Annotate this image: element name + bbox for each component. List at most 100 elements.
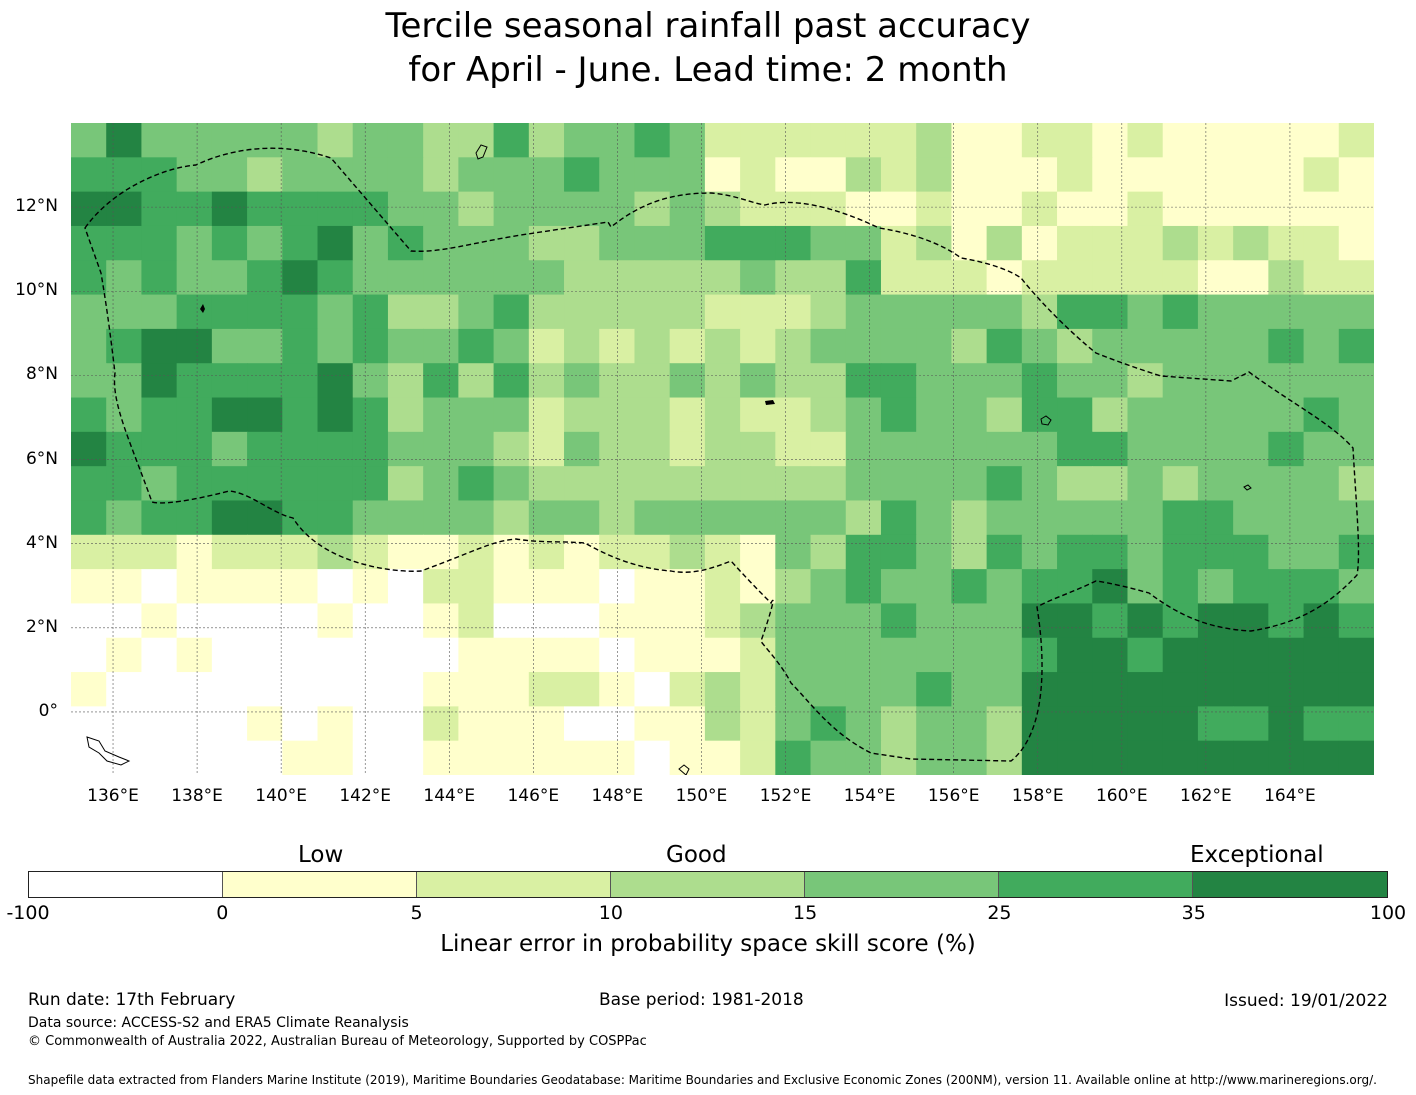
grid-cell [1233, 225, 1269, 261]
grid-cell [916, 397, 953, 433]
grid-cell [141, 603, 178, 639]
grid-cell [106, 500, 143, 536]
island-outline [1040, 415, 1052, 426]
grid-cell [1303, 157, 1340, 193]
grid-cell [423, 706, 459, 742]
grid-cell [1303, 534, 1340, 570]
grid-cell [493, 294, 530, 330]
grid-cell [458, 569, 495, 605]
grid-cell [1092, 260, 1129, 296]
grid-cell [528, 637, 565, 673]
grid-cell [880, 637, 917, 673]
grid-cell [1057, 569, 1093, 605]
grid-cell [599, 431, 636, 467]
grid-cell [599, 328, 636, 364]
grid-cell [176, 603, 213, 639]
grid-cell [845, 500, 882, 536]
latitude-tick-label: 10°N [15, 280, 58, 301]
grid-cell [1268, 328, 1305, 364]
grid-cell [1127, 431, 1164, 467]
grid-cell [704, 569, 741, 605]
colorbar-segment [999, 872, 1193, 897]
grid-cell [176, 431, 213, 467]
grid-cell [669, 294, 706, 330]
grid-cell [1268, 500, 1305, 536]
grid-cell [916, 466, 953, 502]
grid-cell [282, 534, 319, 570]
longitude-tick-label: 146°E [507, 786, 560, 806]
grid-cell [528, 294, 565, 330]
grid-cell [951, 260, 988, 296]
grid-cell [775, 500, 812, 536]
grid-cell [211, 363, 248, 399]
grid-cell [775, 466, 812, 502]
grid-cell [1197, 569, 1234, 605]
grid-cell [1021, 534, 1058, 570]
grid-cell [458, 397, 495, 433]
grid-cell [704, 706, 741, 742]
grid-cell [1338, 637, 1374, 673]
grid-cell [1233, 328, 1269, 364]
grid-cell [740, 740, 776, 775]
grid-cell [775, 191, 812, 227]
grid-cell [1092, 123, 1129, 158]
grid-cell [775, 328, 812, 364]
grid-cell [141, 191, 178, 227]
grid-cell [916, 569, 953, 605]
grid-cell [1057, 740, 1093, 775]
grid-cell [810, 260, 847, 296]
grid-cell [282, 740, 319, 775]
graticule [71, 123, 1374, 775]
grid-cell [1162, 500, 1199, 536]
grid-cell [1268, 706, 1305, 742]
grid-cell [1303, 500, 1340, 536]
grid-cell [1338, 294, 1374, 330]
grid-cell [387, 294, 424, 330]
grid-cell [493, 260, 530, 296]
grid-cell [528, 466, 565, 502]
grid-cell [1233, 397, 1269, 433]
colorbar-segment [1193, 872, 1387, 897]
grid-cell [247, 500, 283, 536]
grid-cell [247, 534, 283, 570]
grid-cell [423, 569, 459, 605]
grid-cell [528, 431, 565, 467]
grid-cell [951, 157, 988, 193]
grid-cell [176, 672, 213, 707]
grid-cell [106, 123, 143, 158]
grid-cell [1057, 123, 1093, 158]
grid-cell [740, 328, 776, 364]
island-outline [475, 144, 488, 160]
longitude-tick-label: 148°E [591, 786, 644, 806]
copyright: © Commonwealth of Australia 2022, Austra… [28, 1034, 647, 1049]
grid-cell [669, 328, 706, 364]
grid-cell [1162, 363, 1199, 399]
grid-cell [669, 534, 706, 570]
grid-cell [1127, 603, 1164, 639]
grid-cell [423, 500, 459, 536]
grid-cell [493, 740, 530, 775]
grid-cell [141, 466, 178, 502]
grid-cell [986, 637, 1023, 673]
grid-cell [211, 431, 248, 467]
grid-cell [1268, 260, 1305, 296]
grid-cell [141, 260, 178, 296]
grid-cell [740, 294, 776, 330]
grid-cell [1127, 157, 1164, 193]
grid-cell [634, 466, 671, 502]
grid-cell [1303, 191, 1340, 227]
grid-cell [528, 534, 565, 570]
grid-cell [1303, 603, 1340, 639]
island-outline [1243, 484, 1252, 491]
grid-cell [317, 225, 354, 261]
grid-cell [458, 740, 495, 775]
longitude-tick-label: 164°E [1264, 786, 1316, 806]
grid-cell [211, 123, 248, 158]
grid-cell [845, 431, 882, 467]
grid-cell [211, 706, 248, 742]
grid-cell [740, 191, 776, 227]
grid-cell [1057, 157, 1093, 193]
grid-cell [1303, 740, 1340, 775]
grid-cell [1092, 569, 1129, 605]
latitude-tick-label: 4°N [25, 532, 58, 553]
